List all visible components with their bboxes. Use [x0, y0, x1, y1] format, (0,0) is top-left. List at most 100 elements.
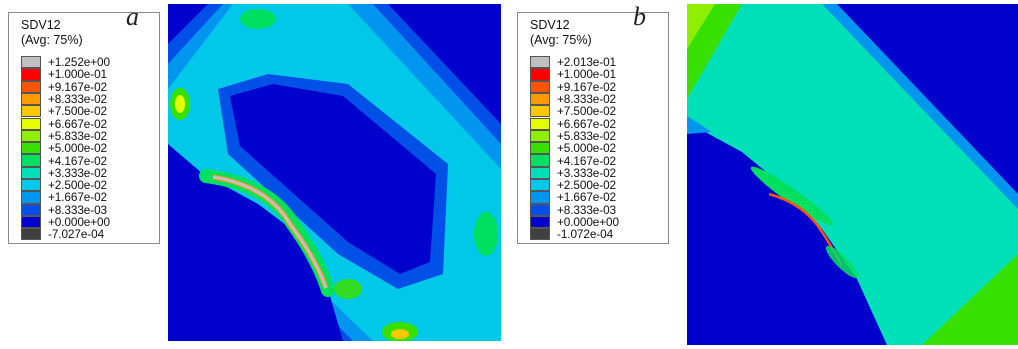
legend-swatch	[21, 117, 41, 130]
legend-variable: SDV12	[21, 18, 61, 32]
legend-value: +1.000e-01	[557, 67, 617, 82]
panel-tag: a	[126, 2, 139, 31]
legend-swatch	[530, 179, 550, 192]
legend-entry: +5.833e-02	[21, 128, 108, 143]
contour-legend: SDV12 (Avg: 75%) +1.252e+00 +1.000e-01 +9.…	[8, 12, 160, 244]
legend-value: +4.167e-02	[557, 153, 617, 168]
legend-swatch	[530, 228, 550, 241]
legend-entry: +1.252e+00	[21, 55, 110, 70]
legend-value: +9.167e-02	[48, 79, 108, 94]
contour-legend: SDV12 (Avg: 75%) +2.013e-01 +1.000e-01 +9.…	[517, 12, 669, 244]
legend-swatch	[530, 92, 550, 106]
legend-swatch	[21, 68, 41, 81]
legend-entry: +3.333e-02	[21, 165, 108, 180]
legend-value: +0.000e+00	[48, 215, 110, 230]
legend-swatch	[21, 92, 41, 106]
legend-swatch	[21, 80, 41, 93]
legend-entry: +5.000e-02	[21, 141, 108, 156]
legend-swatch	[21, 129, 41, 143]
legend-value: +3.333e-02	[557, 165, 617, 180]
legend-value: +4.167e-02	[48, 153, 108, 168]
legend-entry: +3.333e-02	[530, 165, 617, 180]
legend-swatch	[530, 166, 550, 179]
legend-swatch	[21, 215, 41, 229]
legend-entry: +8.333e-02	[21, 92, 108, 107]
legend-value: +2.500e-02	[48, 178, 108, 193]
legend-entry: +7.500e-02	[21, 104, 108, 119]
legend-entry: +8.333e-02	[530, 92, 617, 107]
legend-swatch	[530, 68, 550, 81]
legend-variable: SDV12	[530, 18, 570, 32]
legend-entry: +2.500e-02	[530, 178, 617, 193]
legend-value: +6.667e-02	[48, 116, 108, 131]
legend-entry: +6.667e-02	[530, 116, 617, 131]
legend-entry: +1.000e-01	[21, 67, 108, 82]
legend-entry: +2.013e-01	[530, 55, 617, 70]
legend-value: -7.027e-04	[48, 227, 105, 242]
legend-value: +5.833e-02	[557, 128, 617, 143]
legend-value: +6.667e-02	[557, 116, 617, 131]
legend-value: +0.000e+00	[557, 215, 619, 230]
panel-tag: b	[633, 2, 646, 31]
legend-swatch	[530, 56, 550, 69]
legend-entry: +5.833e-02	[530, 128, 617, 143]
legend-value: +1.667e-02	[557, 190, 617, 205]
legend-swatch	[21, 191, 41, 204]
legend-value: +8.333e-03	[557, 202, 617, 217]
legend-value: -1.072e-04	[557, 227, 614, 242]
legend-entry: +5.000e-02	[530, 141, 617, 156]
legend-swatch	[21, 203, 41, 216]
legend-value: +8.333e-02	[48, 92, 108, 107]
legend-swatch	[530, 117, 550, 130]
legend-swatch	[21, 179, 41, 192]
legend-entry: +9.167e-02	[530, 79, 617, 94]
legend-entry: +1.667e-02	[21, 190, 108, 205]
legend-swatch	[21, 142, 41, 155]
legend-entry: +8.333e-03	[21, 202, 108, 217]
legend-swatch	[530, 215, 550, 229]
legend-entry: +4.167e-02	[21, 153, 108, 168]
legend-entry: +2.500e-02	[21, 178, 108, 193]
legend-entry: -7.027e-04	[21, 227, 105, 242]
legend-value: +2.500e-02	[557, 178, 617, 193]
legend-value: +8.333e-02	[557, 92, 617, 107]
legend-value: +7.500e-02	[48, 104, 108, 119]
legend-entry: +0.000e+00	[21, 215, 110, 230]
legend-averaging: (Avg: 75%)	[530, 33, 592, 47]
legend-value: +5.000e-02	[557, 141, 617, 156]
panel-b: SDV12 (Avg: 75%) +2.013e-01 +1.000e-01 +9.…	[509, 0, 1018, 349]
legend-swatch	[21, 166, 41, 179]
contour-plot	[687, 4, 1018, 345]
legend-value: +1.252e+00	[48, 55, 110, 70]
legend-swatch	[21, 228, 41, 241]
legend-entry: +8.333e-03	[530, 202, 617, 217]
legend-value: +2.013e-01	[557, 55, 617, 70]
legend-value: +9.167e-02	[557, 79, 617, 94]
legend-value: +1.000e-01	[48, 67, 108, 82]
legend-swatch	[530, 129, 550, 143]
legend-averaging: (Avg: 75%)	[21, 33, 83, 47]
legend-swatch	[530, 80, 550, 93]
legend-value: +5.000e-02	[48, 141, 108, 156]
legend-swatch	[530, 154, 550, 167]
legend-entry: +9.167e-02	[21, 79, 108, 94]
legend-value: +7.500e-02	[557, 104, 617, 119]
legend-swatch	[530, 191, 550, 204]
legend-swatch	[530, 105, 550, 118]
legend-swatch	[530, 203, 550, 216]
contour-plot	[168, 4, 501, 341]
legend-entry: +0.000e+00	[530, 215, 619, 230]
legend-entry: +7.500e-02	[530, 104, 617, 119]
legend-value: +1.667e-02	[48, 190, 108, 205]
legend-swatch	[21, 56, 41, 69]
legend-value: +3.333e-02	[48, 165, 108, 180]
legend-entry: +6.667e-02	[21, 116, 108, 131]
legend-entry: +1.667e-02	[530, 190, 617, 205]
legend-entry: -1.072e-04	[530, 227, 614, 242]
legend-swatch	[21, 105, 41, 118]
legend-value: +5.833e-02	[48, 128, 108, 143]
panel-a: SDV12 (Avg: 75%) +1.252e+00 +1.000e-01 +9.…	[0, 0, 508, 349]
legend-value: +8.333e-03	[48, 202, 108, 217]
legend-swatch	[530, 142, 550, 155]
legend-swatch	[21, 154, 41, 167]
